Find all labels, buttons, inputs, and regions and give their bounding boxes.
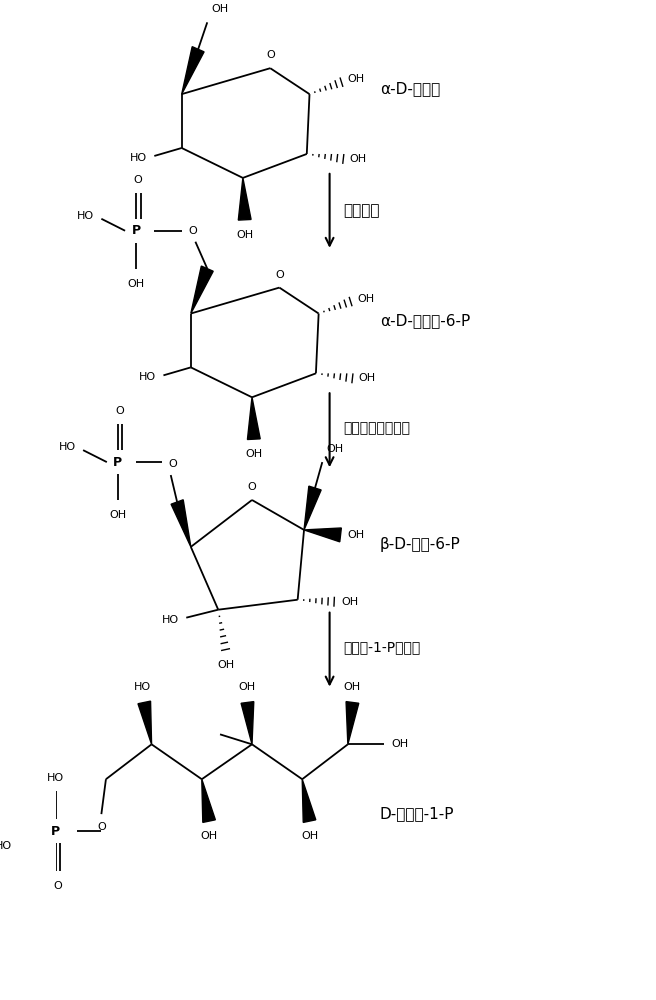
Polygon shape <box>191 266 213 314</box>
Text: OH: OH <box>245 449 262 459</box>
Text: OH: OH <box>326 444 343 454</box>
Text: HO: HO <box>58 442 76 452</box>
Text: OH: OH <box>238 682 255 692</box>
Text: HO: HO <box>134 682 151 692</box>
Text: OH: OH <box>357 294 374 304</box>
Text: P: P <box>131 224 140 237</box>
Text: P: P <box>113 456 123 469</box>
Text: 磷酸葡萄糖异构酯: 磷酸葡萄糖异构酯 <box>343 421 410 435</box>
Polygon shape <box>304 528 341 542</box>
Text: OH: OH <box>392 739 409 749</box>
Polygon shape <box>346 702 359 744</box>
Text: OH: OH <box>127 279 144 289</box>
Text: OH: OH <box>348 74 365 84</box>
Text: OH: OH <box>301 831 318 841</box>
Text: D-甘露醇-1-P: D-甘露醇-1-P <box>380 807 455 822</box>
Text: OH: OH <box>350 154 367 164</box>
Text: OH: OH <box>211 4 228 14</box>
Text: O: O <box>134 175 142 185</box>
Text: α-D-葡萄糖: α-D-葡萄糖 <box>380 82 440 97</box>
Text: HO: HO <box>130 153 147 163</box>
Text: HO: HO <box>77 211 94 221</box>
Polygon shape <box>182 47 204 94</box>
Text: α-D-葡萄糖-6-P: α-D-葡萄糖-6-P <box>380 313 470 328</box>
Text: O: O <box>168 459 177 469</box>
Text: O: O <box>266 50 275 60</box>
Text: 己糖激酯: 己糖激酯 <box>343 203 380 218</box>
Polygon shape <box>247 397 260 440</box>
Text: HO: HO <box>162 615 179 625</box>
Polygon shape <box>171 500 191 547</box>
Text: HO: HO <box>47 773 64 783</box>
Text: 甘露醇-1-P脱氢酯: 甘露醇-1-P脱氢酯 <box>343 641 420 655</box>
Text: HO: HO <box>0 841 12 851</box>
Text: O: O <box>275 270 284 280</box>
Text: OH: OH <box>348 530 365 540</box>
Text: OH: OH <box>344 682 361 692</box>
Text: OH: OH <box>201 831 218 841</box>
Text: O: O <box>247 482 256 492</box>
Polygon shape <box>202 779 215 822</box>
Text: OH: OH <box>359 373 376 383</box>
Text: O: O <box>188 226 197 236</box>
Text: HO: HO <box>139 372 156 382</box>
Polygon shape <box>238 178 251 220</box>
Text: O: O <box>115 406 124 416</box>
Text: β-D-果糖-6-P: β-D-果糖-6-P <box>380 537 461 552</box>
Text: P: P <box>51 825 60 838</box>
Polygon shape <box>241 702 254 744</box>
Text: OH: OH <box>236 230 253 240</box>
Text: OH: OH <box>110 510 127 520</box>
Text: O: O <box>97 822 106 832</box>
Polygon shape <box>304 486 321 530</box>
Polygon shape <box>138 701 152 744</box>
Text: OH: OH <box>342 597 359 607</box>
Text: O: O <box>53 881 62 891</box>
Polygon shape <box>302 779 316 822</box>
Text: OH: OH <box>217 660 234 670</box>
